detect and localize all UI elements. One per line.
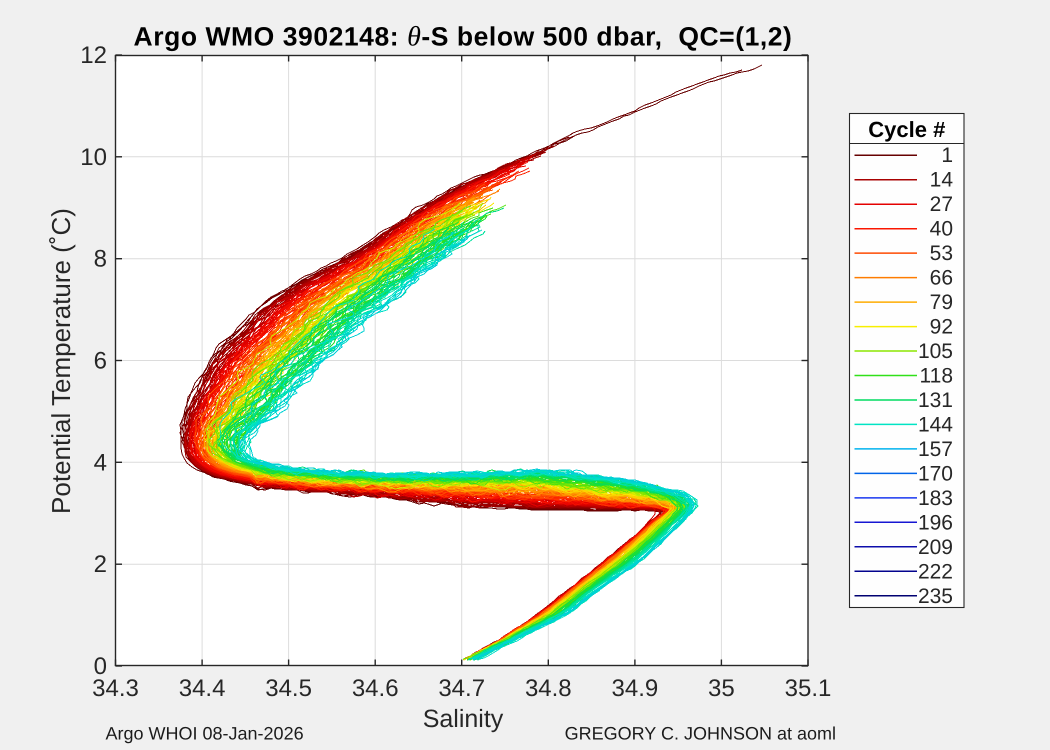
svg-text:10: 10 [80, 144, 107, 171]
svg-text:35: 35 [708, 675, 735, 702]
svg-text:53: 53 [930, 242, 953, 265]
svg-text:4: 4 [94, 449, 107, 476]
svg-text:66: 66 [930, 267, 953, 290]
svg-text:209: 209 [918, 536, 953, 559]
svg-text:34.9: 34.9 [612, 675, 659, 702]
svg-text:27: 27 [930, 193, 953, 216]
svg-text:35.1: 35.1 [785, 675, 832, 702]
svg-text:34.5: 34.5 [265, 675, 312, 702]
svg-text:183: 183 [918, 487, 953, 510]
svg-text:2: 2 [94, 551, 107, 578]
svg-text:157: 157 [918, 438, 953, 461]
svg-text:1: 1 [941, 144, 953, 167]
svg-text:79: 79 [930, 291, 953, 314]
svg-text:34.4: 34.4 [179, 675, 226, 702]
svg-text:34.3: 34.3 [92, 675, 139, 702]
svg-text:105: 105 [918, 340, 953, 363]
svg-text:Cycle #: Cycle # [868, 117, 945, 142]
svg-text:34.8: 34.8 [525, 675, 572, 702]
svg-text:170: 170 [918, 462, 953, 485]
svg-text:40: 40 [930, 218, 953, 241]
svg-text:34.7: 34.7 [438, 675, 485, 702]
svg-text:GREGORY C. JOHNSON at aoml: GREGORY C. JOHNSON at aoml [565, 724, 836, 744]
svg-text:Argo WHOI 08-Jan-2026: Argo WHOI 08-Jan-2026 [106, 724, 304, 744]
svg-text:14: 14 [930, 169, 954, 192]
svg-text:8: 8 [94, 246, 107, 273]
svg-text:Potential Temperature (˚C): Potential Temperature (˚C) [46, 208, 76, 514]
svg-text:0: 0 [94, 653, 107, 680]
svg-text:12: 12 [80, 42, 107, 69]
svg-text:92: 92 [930, 316, 953, 339]
svg-text:235: 235 [918, 585, 953, 608]
svg-text:222: 222 [918, 560, 953, 583]
svg-text:6: 6 [94, 348, 107, 375]
svg-text:Salinity: Salinity [423, 705, 504, 733]
svg-text:Argo WMO 3902148: θ-S below 50: Argo WMO 3902148: θ-S below 500 dbar, QC… [134, 22, 793, 53]
svg-text:144: 144 [918, 413, 953, 436]
svg-text:34.6: 34.6 [352, 675, 399, 702]
svg-text:131: 131 [918, 389, 953, 412]
svg-text:118: 118 [920, 365, 953, 388]
svg-text:196: 196 [918, 511, 953, 534]
